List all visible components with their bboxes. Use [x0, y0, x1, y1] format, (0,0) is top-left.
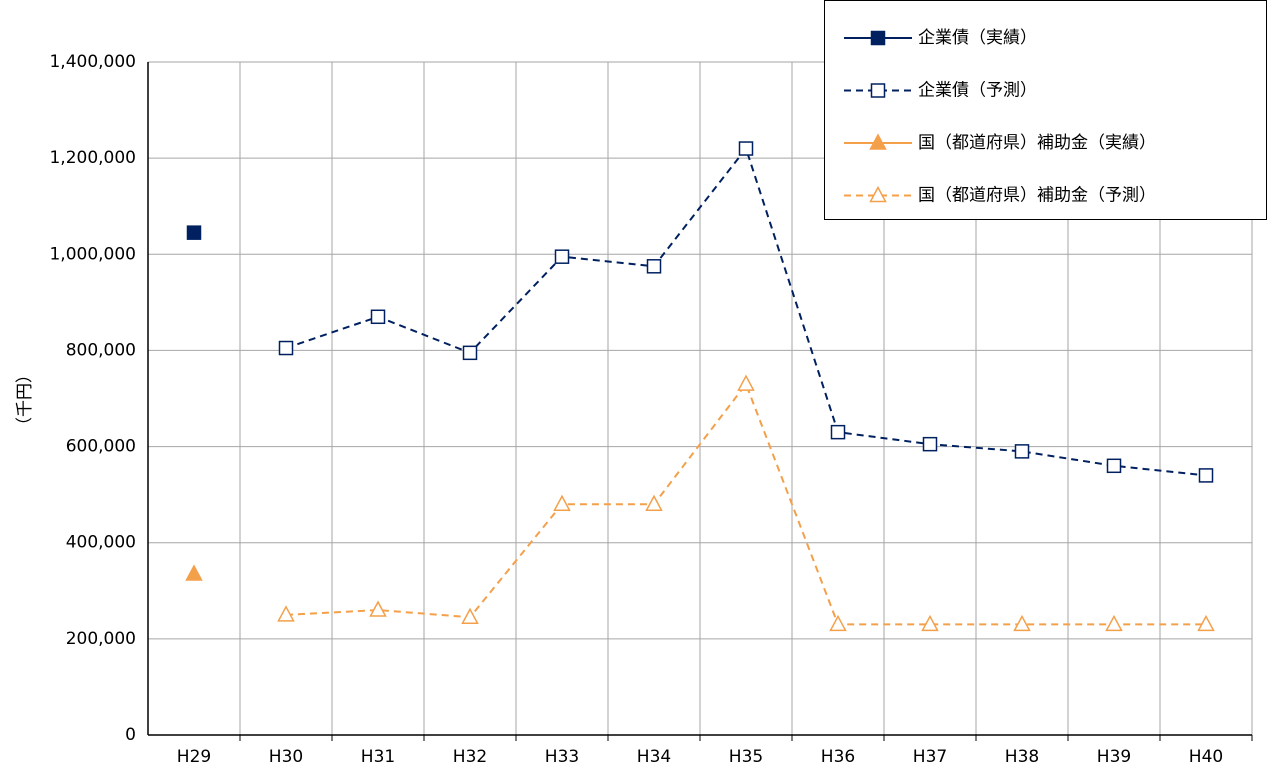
- marker: [738, 141, 754, 156]
- marker: [278, 340, 294, 356]
- marker: [1198, 468, 1214, 483]
- marker: [645, 494, 663, 512]
- y-tick-label: 200,000: [66, 629, 136, 649]
- marker: [869, 185, 887, 203]
- x-tick-label: H40: [1189, 747, 1223, 767]
- x-tick-label: H38: [1005, 747, 1039, 767]
- x-tick-label: H29: [177, 747, 211, 767]
- legend-label: 国（都道府県）補助金（実績）: [918, 133, 1156, 153]
- y-axis-label: （千円）: [15, 366, 35, 434]
- marker: [870, 83, 886, 98]
- x-tick-label: H36: [821, 747, 855, 767]
- x-tick-label: H33: [545, 747, 579, 767]
- marker: [869, 133, 887, 150]
- y-tick-label: 400,000: [66, 533, 136, 553]
- marker: [462, 345, 478, 361]
- marker: [461, 607, 479, 624]
- y-tick-label: 1,400,000: [49, 52, 136, 72]
- marker: [646, 259, 662, 274]
- marker: [186, 225, 202, 240]
- y-tick-label: 600,000: [66, 437, 136, 457]
- x-tick-label: H30: [269, 747, 303, 767]
- y-tick-label: 1,200,000: [49, 148, 136, 168]
- x-tick-label: H35: [729, 747, 763, 767]
- marker: [1197, 614, 1215, 632]
- marker: [1014, 444, 1030, 459]
- marker: [830, 424, 846, 440]
- x-tick-label: H39: [1097, 747, 1131, 767]
- y-tick-label: 0: [125, 725, 136, 745]
- marker: [369, 600, 387, 617]
- y-tick-label: 1,000,000: [49, 244, 136, 264]
- x-tick-label: H32: [453, 747, 487, 767]
- marker: [922, 436, 938, 452]
- x-tick-label: H34: [637, 747, 671, 767]
- marker: [921, 614, 939, 632]
- x-tick-label: H37: [913, 747, 947, 767]
- marker: [553, 494, 571, 512]
- marker: [829, 614, 847, 632]
- series-line: [285, 382, 1206, 626]
- marker: [1105, 614, 1123, 632]
- legend-label: 企業債（実績）: [918, 28, 1037, 48]
- marker: [1013, 614, 1031, 632]
- marker: [185, 564, 203, 581]
- x-tick-label: H31: [361, 747, 395, 767]
- y-tick-label: 800,000: [66, 340, 136, 360]
- legend-label: 企業債（予測）: [918, 81, 1037, 101]
- marker: [870, 30, 886, 46]
- marker: [277, 605, 295, 622]
- marker: [737, 374, 755, 391]
- marker: [1106, 458, 1122, 474]
- marker: [554, 249, 570, 264]
- marker: [370, 309, 386, 325]
- legend-label: 国（都道府県）補助金（予測）: [918, 186, 1156, 206]
